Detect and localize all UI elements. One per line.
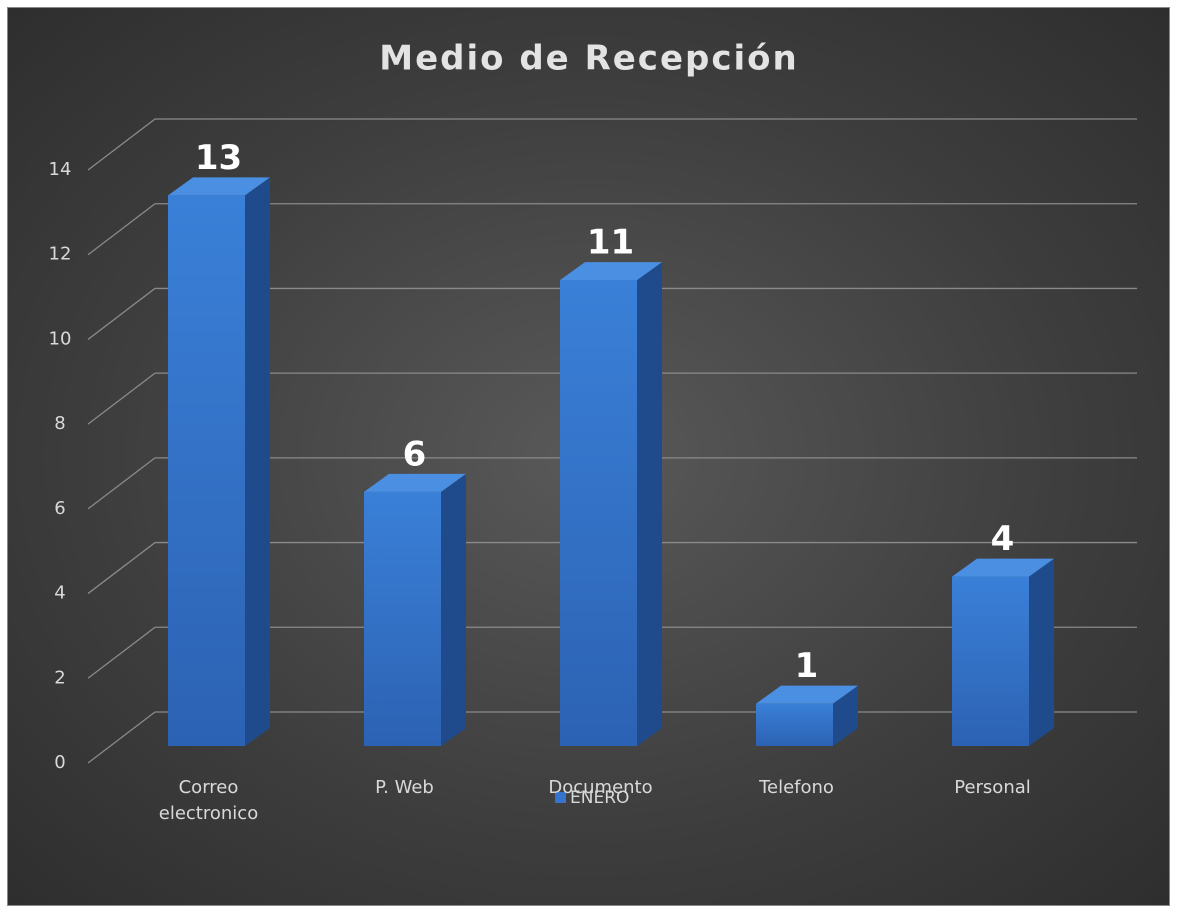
grid-line-side <box>87 372 156 425</box>
bar <box>756 703 833 746</box>
bar-side <box>833 685 858 746</box>
grid-line-side <box>87 542 156 595</box>
grid-line-side <box>87 457 156 510</box>
data-label: 1 <box>795 646 819 686</box>
x-tick-label: Telefono <box>759 777 834 798</box>
bar <box>364 491 441 746</box>
grid-line-side <box>87 118 156 171</box>
legend-label: ENERO <box>570 788 629 808</box>
x-tick-label: Documento <box>548 777 653 798</box>
bar-top <box>168 177 270 196</box>
grid-line-side <box>87 626 156 679</box>
bar <box>168 195 245 746</box>
bar-side <box>441 473 466 746</box>
y-tick-label: 6 <box>54 498 65 519</box>
x-tick-label: Correo electronico <box>158 777 259 824</box>
y-tick-label: 2 <box>54 667 65 688</box>
grid-line-side <box>87 287 156 340</box>
bar-top <box>952 558 1054 577</box>
x-tick-label: Personal <box>954 777 1031 798</box>
grid-line-side <box>87 203 156 256</box>
x-tick-label: P. Web <box>375 777 434 798</box>
data-label: 11 <box>587 223 634 263</box>
chart-title: Medio de Recepción <box>379 39 798 79</box>
bar-side <box>245 177 270 746</box>
legend-swatch <box>555 792 566 803</box>
y-tick-label: 0 <box>54 752 65 773</box>
bar-side <box>1029 558 1054 746</box>
bar-top <box>560 262 662 281</box>
bar-top <box>756 685 858 704</box>
y-tick-label: 12 <box>49 244 72 265</box>
data-label: 13 <box>195 138 242 178</box>
bar-side <box>637 262 662 746</box>
grid-line-side <box>87 711 156 764</box>
y-tick-label: 14 <box>49 159 72 180</box>
y-tick-label: 10 <box>49 328 72 349</box>
data-label: 4 <box>991 519 1015 559</box>
chart: Medio de Recepción 0 2 4 6 8 10 12 14 13 6 11 1 4 ENE… <box>7 7 1170 906</box>
bar <box>560 280 637 746</box>
bar <box>952 576 1029 746</box>
data-label: 6 <box>403 434 427 474</box>
y-tick-label: 4 <box>54 583 65 604</box>
bar-top <box>364 473 466 492</box>
y-tick-label: 8 <box>54 413 65 434</box>
